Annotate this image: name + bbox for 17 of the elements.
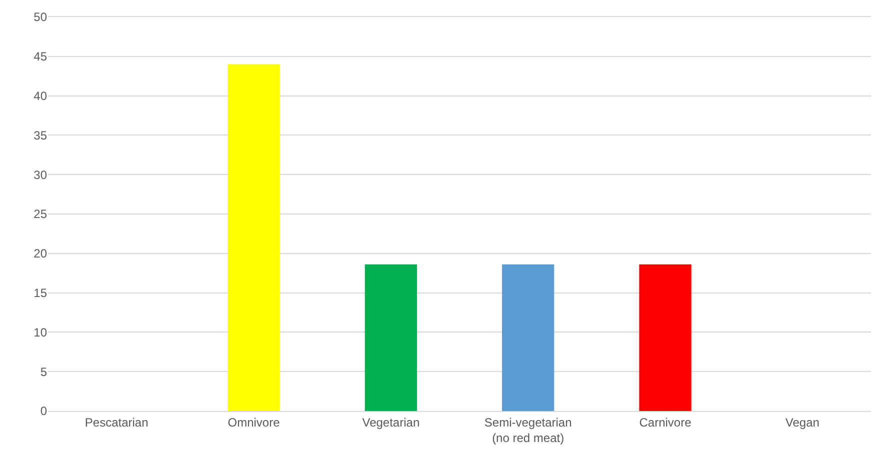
y-tick-label: 20 [34,246,48,261]
y-tick-label: 35 [34,128,48,142]
y-tick-label: 45 [34,50,48,64]
y-tick-label: 50 [34,10,48,24]
x-tick-label: Vegan [785,415,820,430]
x-tick-label: Omnivore [228,415,280,430]
x-tick-label: Pescatarian [84,415,148,430]
y-tick-label: 10 [34,325,48,340]
y-tick-label: 25 [34,207,48,222]
x-tick-label: Semi-vegetarian (no red meat) [484,415,572,445]
x-tick-label: Vegetarian [362,415,420,430]
y-tick-label: 30 [34,168,48,182]
y-tick-label: 5 [40,364,48,379]
y-tick-label: 15 [34,286,48,300]
y-tick-label: 0 [40,404,48,418]
x-tick-label: Carnivore [639,415,692,430]
y-tick-label: 40 [34,89,48,103]
